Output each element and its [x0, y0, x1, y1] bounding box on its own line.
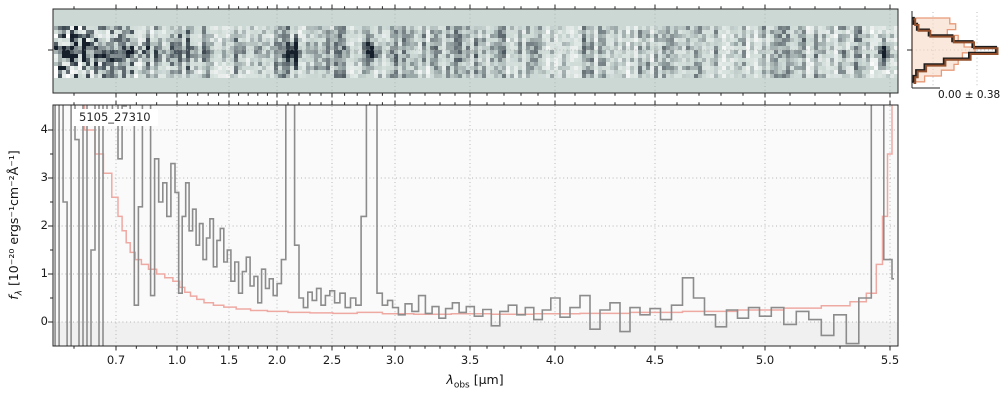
- histogram-trace-pixels-outline: [912, 16, 998, 83]
- y-tick-label: 2: [40, 218, 48, 232]
- y-tick-label: 3: [40, 170, 48, 184]
- x-tick-label: 1.5: [219, 353, 239, 367]
- x-tick-label: 3.0: [385, 353, 405, 367]
- y-axis-label: fλ [10⁻²⁰ ergs⁻¹cm⁻²Å⁻¹]: [6, 150, 25, 299]
- x-tick-label: 4.0: [545, 353, 565, 367]
- x-axis-label: λobs [μm]: [446, 372, 503, 391]
- x-tick-label: 2.0: [267, 353, 287, 367]
- x-tick-label: 1.0: [167, 353, 187, 367]
- y-tick-label: 1: [40, 266, 48, 280]
- x-tick-label: 5.0: [755, 353, 775, 367]
- histogram-stat-label: 0.00 ± 0.38: [938, 89, 1000, 101]
- x-axis-label-unit: [μm]: [469, 372, 504, 387]
- x-axis-label-symbol: λ: [446, 372, 454, 387]
- y-axis-label-unit: [10⁻²⁰ ergs⁻¹cm⁻²Å⁻¹]: [5, 150, 21, 290]
- below-zero-band: [53, 322, 898, 346]
- x-tick-label: 4.5: [645, 353, 665, 367]
- x-tick-label: 3.5: [460, 353, 480, 367]
- x-tick-label: 5.5: [880, 353, 900, 367]
- main-ticks: [48, 100, 891, 351]
- histogram-trace-pixels: [913, 18, 999, 84]
- source-id-label: 5105_27310: [72, 109, 158, 126]
- y-axis-label-symbol: f: [5, 295, 21, 300]
- y-axis-label-sub: λ: [14, 289, 25, 296]
- y-tick-label: 4: [40, 122, 48, 136]
- flux-step-line: [54, 105, 894, 346]
- x-tick-label: 0.7: [106, 353, 126, 367]
- pixel-histogram-panel: [907, 11, 999, 89]
- spectrum-2d-panel: [48, 4, 899, 98]
- spectrum-2d-noise: [54, 26, 898, 78]
- x-tick-label: 2.5: [322, 353, 342, 367]
- y-tick-label: 0: [40, 314, 48, 328]
- spectrum-1d-panel: [48, 100, 899, 351]
- histogram-spines: [907, 11, 940, 89]
- x-axis-label-sub: obs: [453, 380, 470, 391]
- spectrum-data: [54, 105, 894, 346]
- spectrum-2d-ticks: [48, 4, 891, 98]
